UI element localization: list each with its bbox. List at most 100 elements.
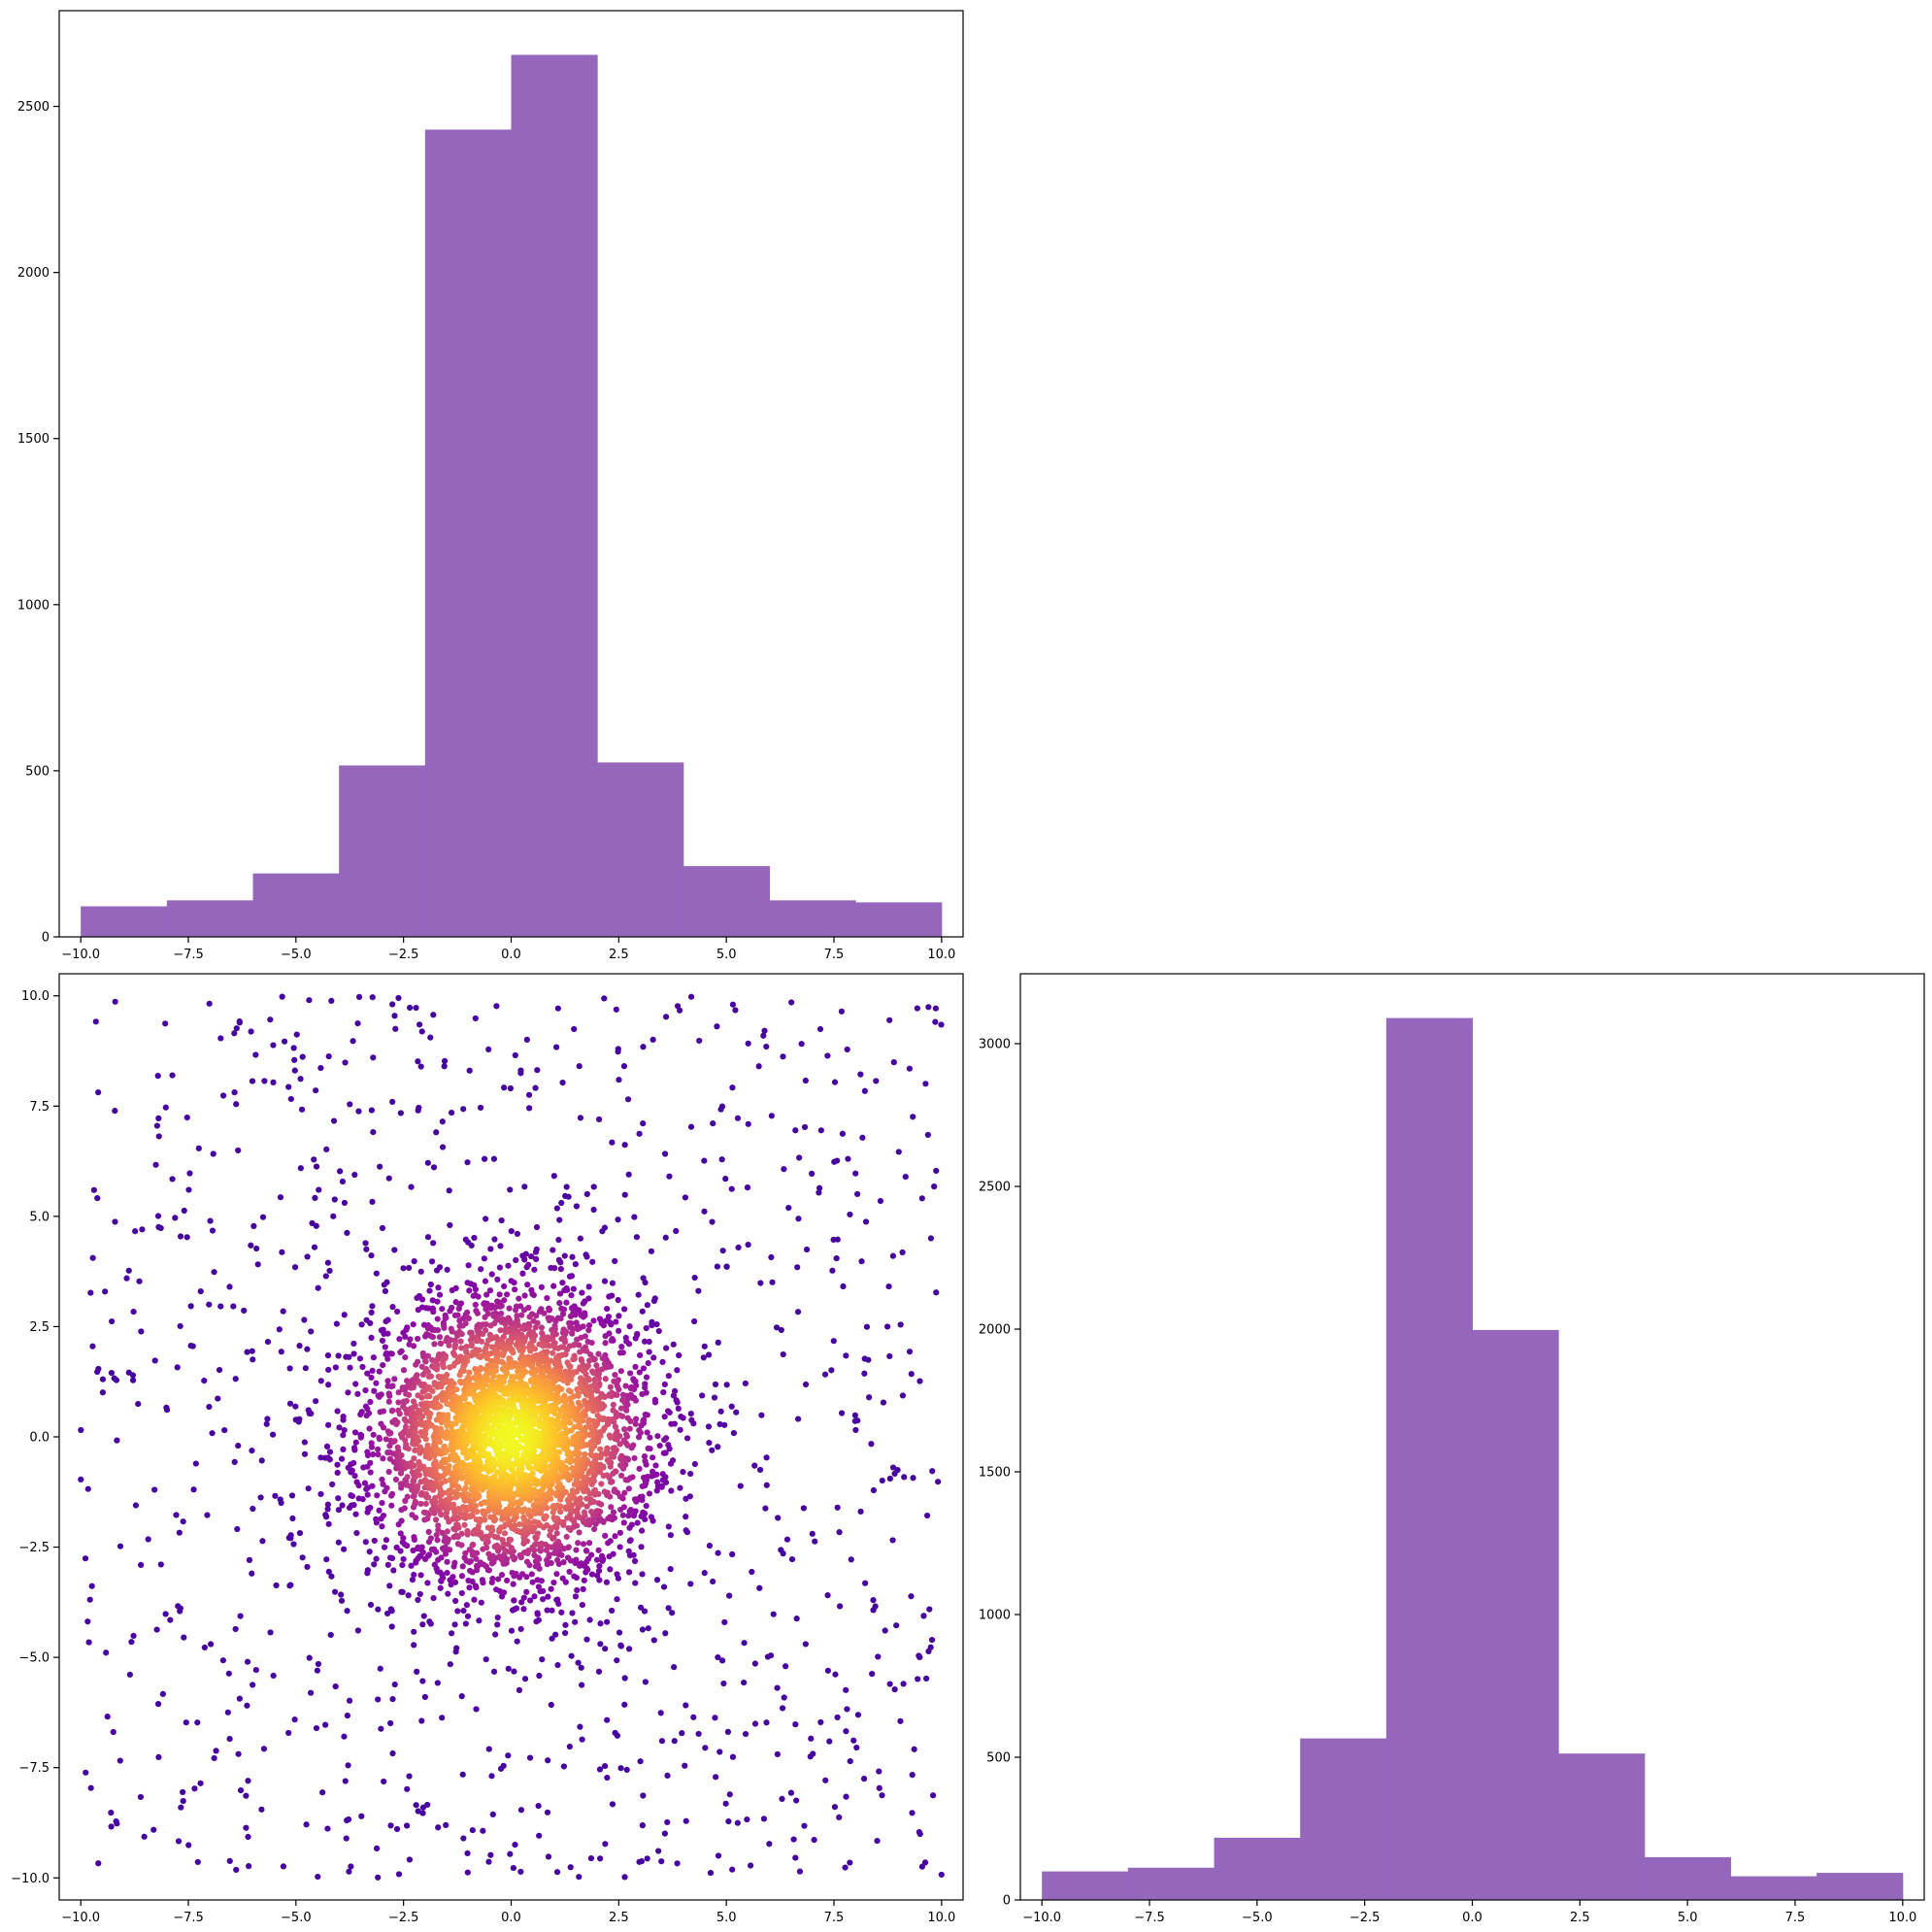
top-histogram-bar: [683, 866, 770, 937]
scatter-point: [264, 1338, 272, 1346]
scatter-point: [670, 1392, 678, 1399]
scatter-point: [434, 1298, 441, 1305]
scatter-point: [548, 1701, 554, 1709]
scatter-point: [437, 1425, 445, 1432]
scatter-point: [565, 1387, 573, 1394]
scatter-point: [398, 1348, 405, 1354]
scatter-point: [439, 1118, 446, 1125]
scatter-point: [673, 1227, 680, 1235]
scatter-point: [918, 1863, 925, 1870]
scatter-point: [151, 1357, 158, 1364]
scatter-point: [183, 1719, 189, 1726]
scatter-point: [610, 1445, 616, 1451]
scatter-point: [180, 1788, 186, 1796]
scatter-point: [317, 1490, 324, 1498]
scatter-point: [452, 1420, 459, 1427]
scatter-point: [371, 1561, 378, 1568]
scatter-point: [512, 1841, 518, 1849]
scatter-point: [616, 1629, 623, 1636]
scatter-point: [302, 1365, 309, 1372]
scatter-point: [472, 1015, 479, 1022]
scatter-point: [209, 1430, 216, 1437]
scatter-point: [642, 1411, 649, 1418]
scatter-point: [626, 1508, 633, 1515]
scatter-point: [575, 1540, 582, 1547]
scatter-point: [472, 1503, 479, 1510]
scatter-point: [418, 1413, 426, 1420]
scatter-point: [922, 1081, 929, 1087]
scatter-point: [350, 1502, 357, 1509]
scatter-point: [361, 1480, 369, 1486]
scatter-point: [446, 1462, 452, 1470]
scatter-point: [126, 1671, 133, 1679]
scatter-point: [353, 1530, 360, 1537]
scatter-point: [566, 1743, 573, 1750]
scatter-point: [108, 1369, 115, 1377]
scatter-point: [718, 1156, 725, 1163]
scatter-point: [794, 1416, 802, 1422]
scatter-point: [751, 1660, 758, 1667]
scatter-point: [527, 1348, 534, 1354]
scatter-point: [607, 1566, 614, 1573]
scatter-point: [547, 1532, 553, 1539]
scatter-point: [451, 1559, 458, 1566]
top-histogram-bar: [166, 900, 253, 937]
scatter-point: [438, 1497, 445, 1505]
scatter-point: [260, 1746, 268, 1752]
scatter-point: [516, 1295, 522, 1302]
scatter-point: [441, 1057, 449, 1064]
scatter-point: [851, 1417, 858, 1424]
scatter-point: [545, 1757, 551, 1764]
scatter-point: [745, 1040, 751, 1047]
scatter-point: [385, 1175, 392, 1182]
scatter-point: [190, 1486, 197, 1493]
scatter-point: [675, 1405, 682, 1412]
scatter-point: [293, 1031, 300, 1038]
scatter-point: [886, 1475, 893, 1482]
scatter-point: [612, 1729, 618, 1737]
scatter-point: [606, 1432, 613, 1439]
scatter-point: [612, 1423, 619, 1430]
scatter-point: [451, 1579, 459, 1585]
scatter-point: [411, 1258, 417, 1265]
scatter-point: [389, 1304, 396, 1311]
scatter-point: [614, 1596, 620, 1603]
scatter-point: [604, 1774, 611, 1782]
scatter-point: [427, 1034, 434, 1041]
scatter-point: [197, 1287, 204, 1295]
scatter-point: [505, 1541, 512, 1548]
scatter-point: [831, 1158, 838, 1165]
scatter-point: [365, 1410, 373, 1416]
scatter-point: [568, 1652, 575, 1659]
scatter-point: [498, 1216, 505, 1224]
scatter-point: [885, 1282, 892, 1290]
scatter-point: [340, 1416, 347, 1423]
scatter-point: [563, 1299, 570, 1306]
scatter-point: [292, 1403, 299, 1410]
scatter-point: [580, 1541, 587, 1548]
scatter-point: [483, 1656, 489, 1663]
scatter-point: [304, 1563, 311, 1571]
scatter-point: [272, 1492, 279, 1499]
scatter-point: [301, 1316, 308, 1323]
scatter-point: [506, 1305, 513, 1312]
scatter-point: [524, 1282, 531, 1288]
scatter-point: [250, 1356, 256, 1363]
scatter-point: [358, 1813, 365, 1819]
scatter-point: [415, 1058, 421, 1065]
scatter-point: [574, 1385, 581, 1393]
scatter-point: [427, 1373, 435, 1380]
scatter-point: [723, 1263, 730, 1270]
scatter-point: [595, 1668, 603, 1675]
scatter-point: [563, 1533, 570, 1541]
scatter-point: [248, 1028, 254, 1035]
scatter-point: [447, 1221, 453, 1229]
scatter-point: [800, 1505, 807, 1512]
scatter-point: [418, 1296, 426, 1303]
scatter-point: [367, 1398, 374, 1406]
scatter-point: [593, 1556, 601, 1563]
scatter-point: [469, 1827, 476, 1834]
scatter-point: [438, 1383, 445, 1390]
scatter-point: [339, 1502, 346, 1509]
scatter-point: [95, 1365, 102, 1373]
